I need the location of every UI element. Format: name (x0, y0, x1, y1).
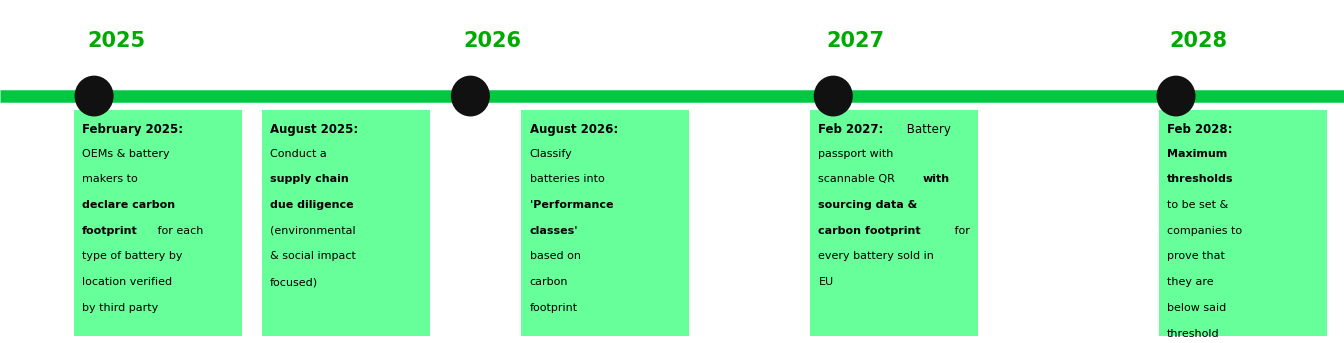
Text: with: with (922, 174, 949, 184)
Text: supply chain: supply chain (270, 174, 349, 184)
Text: threshold: threshold (1167, 329, 1219, 339)
Text: every battery sold in: every battery sold in (818, 251, 934, 261)
Ellipse shape (1157, 76, 1195, 116)
Text: (environmental: (environmental (270, 226, 356, 236)
Text: Maximum: Maximum (1167, 149, 1227, 158)
Ellipse shape (452, 76, 489, 116)
Text: EU: EU (818, 277, 833, 287)
Text: footprint: footprint (82, 226, 137, 236)
Text: Classify: Classify (530, 149, 573, 158)
Text: type of battery by: type of battery by (82, 251, 183, 261)
Text: Feb 2027:: Feb 2027: (818, 123, 884, 136)
FancyBboxPatch shape (262, 110, 430, 336)
Text: based on: based on (530, 251, 581, 261)
Text: passport with: passport with (818, 149, 894, 158)
Text: 2027: 2027 (827, 32, 884, 51)
Text: August 2025:: August 2025: (270, 123, 359, 136)
Text: carbon footprint: carbon footprint (818, 226, 921, 236)
Text: scannable QR: scannable QR (818, 174, 899, 184)
Text: to be set &: to be set & (1167, 200, 1228, 210)
Text: thresholds: thresholds (1167, 174, 1232, 184)
Text: Battery: Battery (903, 123, 950, 136)
Text: 2025: 2025 (87, 32, 145, 51)
Text: footprint: footprint (530, 303, 578, 313)
Text: prove that: prove that (1167, 251, 1224, 261)
Text: due diligence: due diligence (270, 200, 353, 210)
Text: sourcing data &: sourcing data & (818, 200, 918, 210)
Text: by third party: by third party (82, 303, 159, 313)
Text: 2028: 2028 (1169, 32, 1227, 51)
Text: for each: for each (155, 226, 203, 236)
Text: below said: below said (1167, 303, 1226, 313)
Text: location verified: location verified (82, 277, 172, 287)
FancyBboxPatch shape (810, 110, 978, 336)
Text: February 2025:: February 2025: (82, 123, 183, 136)
Text: OEMs & battery: OEMs & battery (82, 149, 169, 158)
FancyBboxPatch shape (521, 110, 689, 336)
Text: batteries into: batteries into (530, 174, 605, 184)
Text: Feb 2028:: Feb 2028: (1167, 123, 1232, 136)
Text: Conduct a: Conduct a (270, 149, 327, 158)
FancyBboxPatch shape (74, 110, 242, 336)
Ellipse shape (75, 76, 113, 116)
Text: declare carbon: declare carbon (82, 200, 175, 210)
Text: focused): focused) (270, 277, 319, 287)
Text: for: for (952, 226, 970, 236)
Text: & social impact: & social impact (270, 251, 356, 261)
Text: 2026: 2026 (464, 32, 521, 51)
Text: August 2026:: August 2026: (530, 123, 618, 136)
Text: carbon: carbon (530, 277, 569, 287)
Text: companies to: companies to (1167, 226, 1242, 236)
Ellipse shape (814, 76, 852, 116)
Text: they are: they are (1167, 277, 1214, 287)
Text: 'Performance: 'Performance (530, 200, 613, 210)
FancyBboxPatch shape (1159, 110, 1327, 336)
Text: classes': classes' (530, 226, 578, 236)
Text: makers to: makers to (82, 174, 137, 184)
